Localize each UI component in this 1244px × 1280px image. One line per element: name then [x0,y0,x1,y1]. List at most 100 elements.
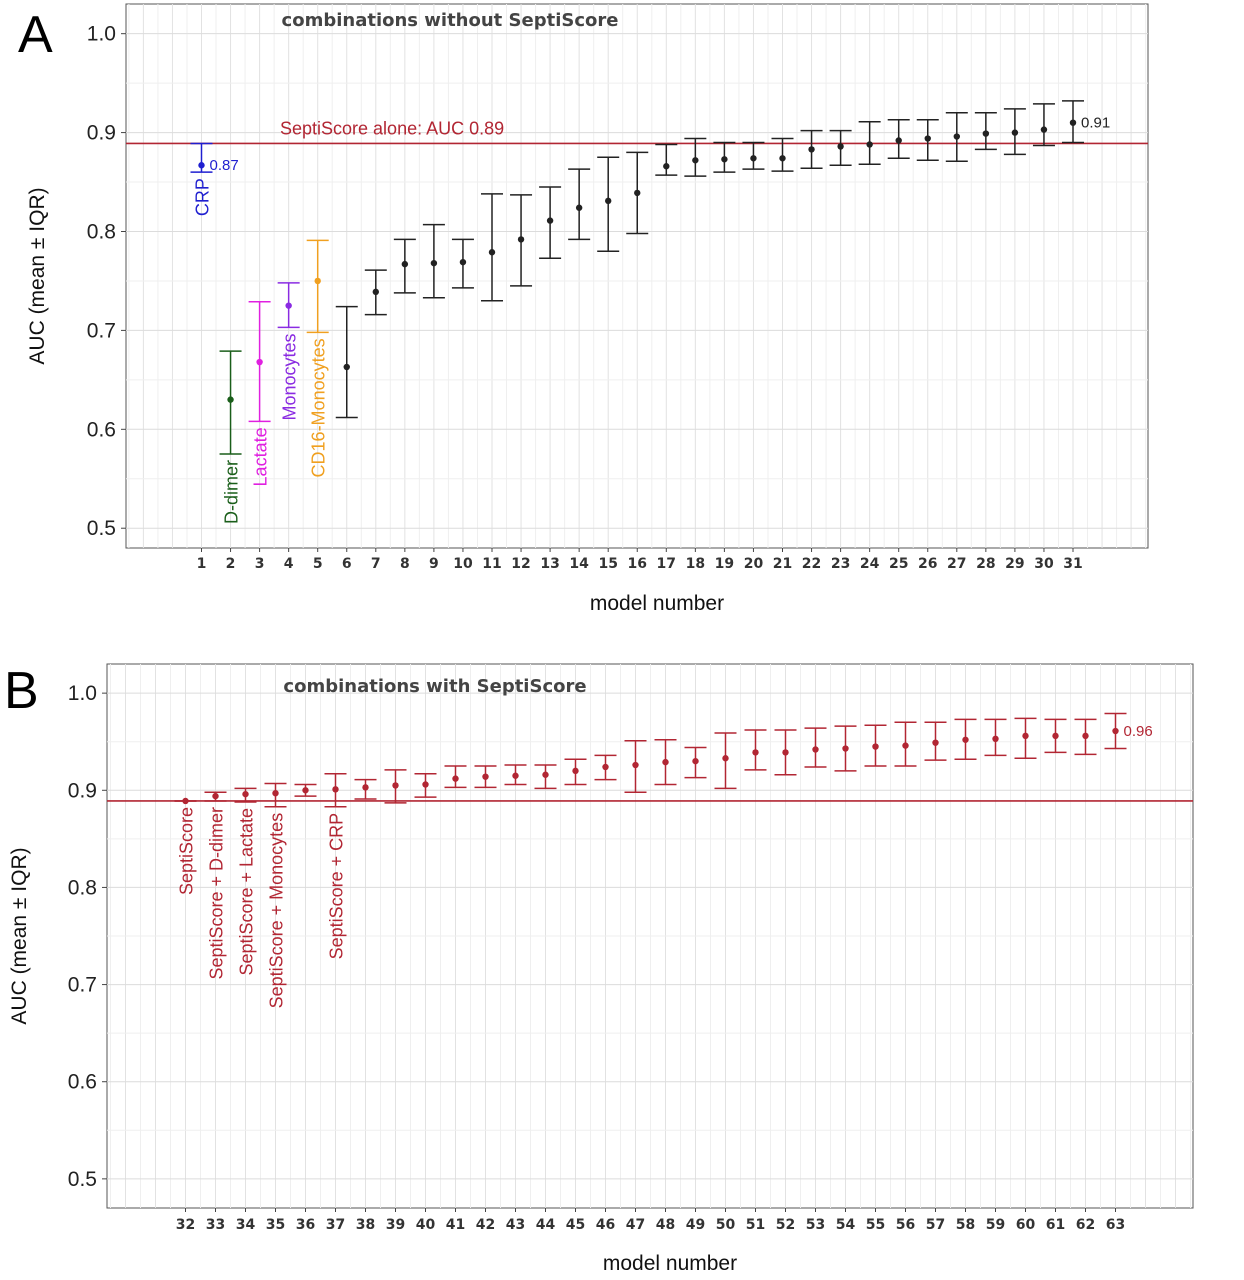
error-bar [1104,712,1127,750]
data-point [722,755,729,762]
error-bar [804,727,827,768]
x-tick-label: 50 [716,1217,736,1233]
data-point [362,784,369,791]
x-axis-title: model number [590,592,724,615]
error-bar [1062,100,1084,144]
x-tick-label: 16 [628,556,647,572]
y-tick-label: 0.8 [68,876,97,899]
x-tick-label: 33 [206,1217,225,1233]
data-point [332,786,339,793]
x-tick-label: 14 [569,556,589,572]
data-point [314,277,321,285]
error-bar [713,141,736,173]
x-tick-label: 30 [1034,556,1054,572]
marker-label: SeptiScore + CRP [327,813,347,960]
x-tick-label: 20 [744,556,764,572]
panel-letter: B [4,662,39,720]
x-tick-label: 17 [657,556,676,572]
marker-label: Lactate [251,427,271,486]
error-bar [742,141,765,170]
data-point [285,302,292,309]
x-tick-label: 5 [313,556,323,572]
data-point [602,763,609,771]
data-point [482,773,489,780]
data-point [401,260,409,268]
error-bar [1032,103,1055,147]
x-tick-label: 6 [342,556,352,572]
data-point [662,758,669,766]
x-tick-label: 26 [918,556,937,572]
data-point [808,146,815,153]
x-tick-label: 59 [986,1217,1005,1233]
error-bar [597,156,620,253]
error-bar [974,112,997,151]
y-tick-label: 0.7 [68,974,97,997]
y-tick-label: 1.0 [68,682,97,705]
x-tick-label: 52 [776,1217,795,1233]
marker-label: SeptiScore + Lactate [237,808,257,976]
data-point [242,790,249,798]
x-tick-label: 62 [1076,1217,1095,1233]
marker-label: CRP [193,178,213,216]
x-tick-label: 18 [686,556,705,572]
data-point [302,787,309,794]
error-bar [534,764,557,790]
data-point [866,141,873,148]
x-tick-label: 47 [626,1217,645,1233]
x-tick-label: 19 [715,556,734,572]
data-point [542,771,549,778]
x-tick-label: 60 [1016,1217,1036,1233]
error-bar [564,758,587,786]
error-bar [864,724,887,767]
x-tick-label: 46 [596,1217,615,1233]
x-tick-label: 3 [255,556,265,572]
y-axis-title: AUC (mean ± IQR) [26,187,49,364]
data-point [227,396,234,403]
x-tick-label: 9 [429,556,439,572]
error-bar [174,797,197,805]
error-bar [984,718,1007,757]
data-point [430,259,438,267]
y-tick-label: 0.9 [87,122,116,145]
marker-label: SeptiScore + Monocytes [267,813,287,1009]
data-point [872,743,879,750]
data-point [372,288,379,296]
reference-line-label: SeptiScore alone: AUC 0.89 [280,118,504,138]
x-tick-label: 44 [536,1217,556,1233]
x-tick-label: 2 [226,556,236,572]
error-bar [624,739,647,793]
y-tick-label: 0.6 [68,1071,97,1094]
error-bar [800,129,823,169]
x-tick-label: 28 [976,556,995,572]
error-bar [414,773,437,798]
marker-label: Monocytes [280,333,300,420]
x-tick-label: 34 [236,1217,256,1233]
error-bar [190,142,213,173]
marker-label: SeptiScore + D-dimer [207,807,227,980]
error-bar [306,239,329,334]
y-tick-label: 1.0 [87,23,116,46]
data-point [546,217,554,224]
data-point [895,137,902,144]
value-label: 0.87 [210,157,239,174]
error-bar [714,732,737,790]
x-tick-label: 54 [836,1217,856,1233]
chart-title: combinations with SeptiScore [283,676,586,697]
marker-label: D-dimer [222,460,242,524]
data-point [1022,732,1029,740]
error-bar [234,787,257,803]
data-point [721,156,728,163]
data-point [842,745,849,752]
x-tick-label: 31 [1063,556,1082,572]
data-point [812,746,819,753]
data-point [572,767,579,775]
y-tick-label: 0.5 [87,517,116,540]
x-tick-label: 27 [947,556,966,572]
data-point [782,749,789,756]
error-bar [894,721,917,767]
x-tick-label: 15 [598,556,617,572]
error-bar [422,223,445,299]
error-bar [594,754,617,781]
error-bar [916,118,939,162]
x-tick-label: 13 [540,556,559,572]
